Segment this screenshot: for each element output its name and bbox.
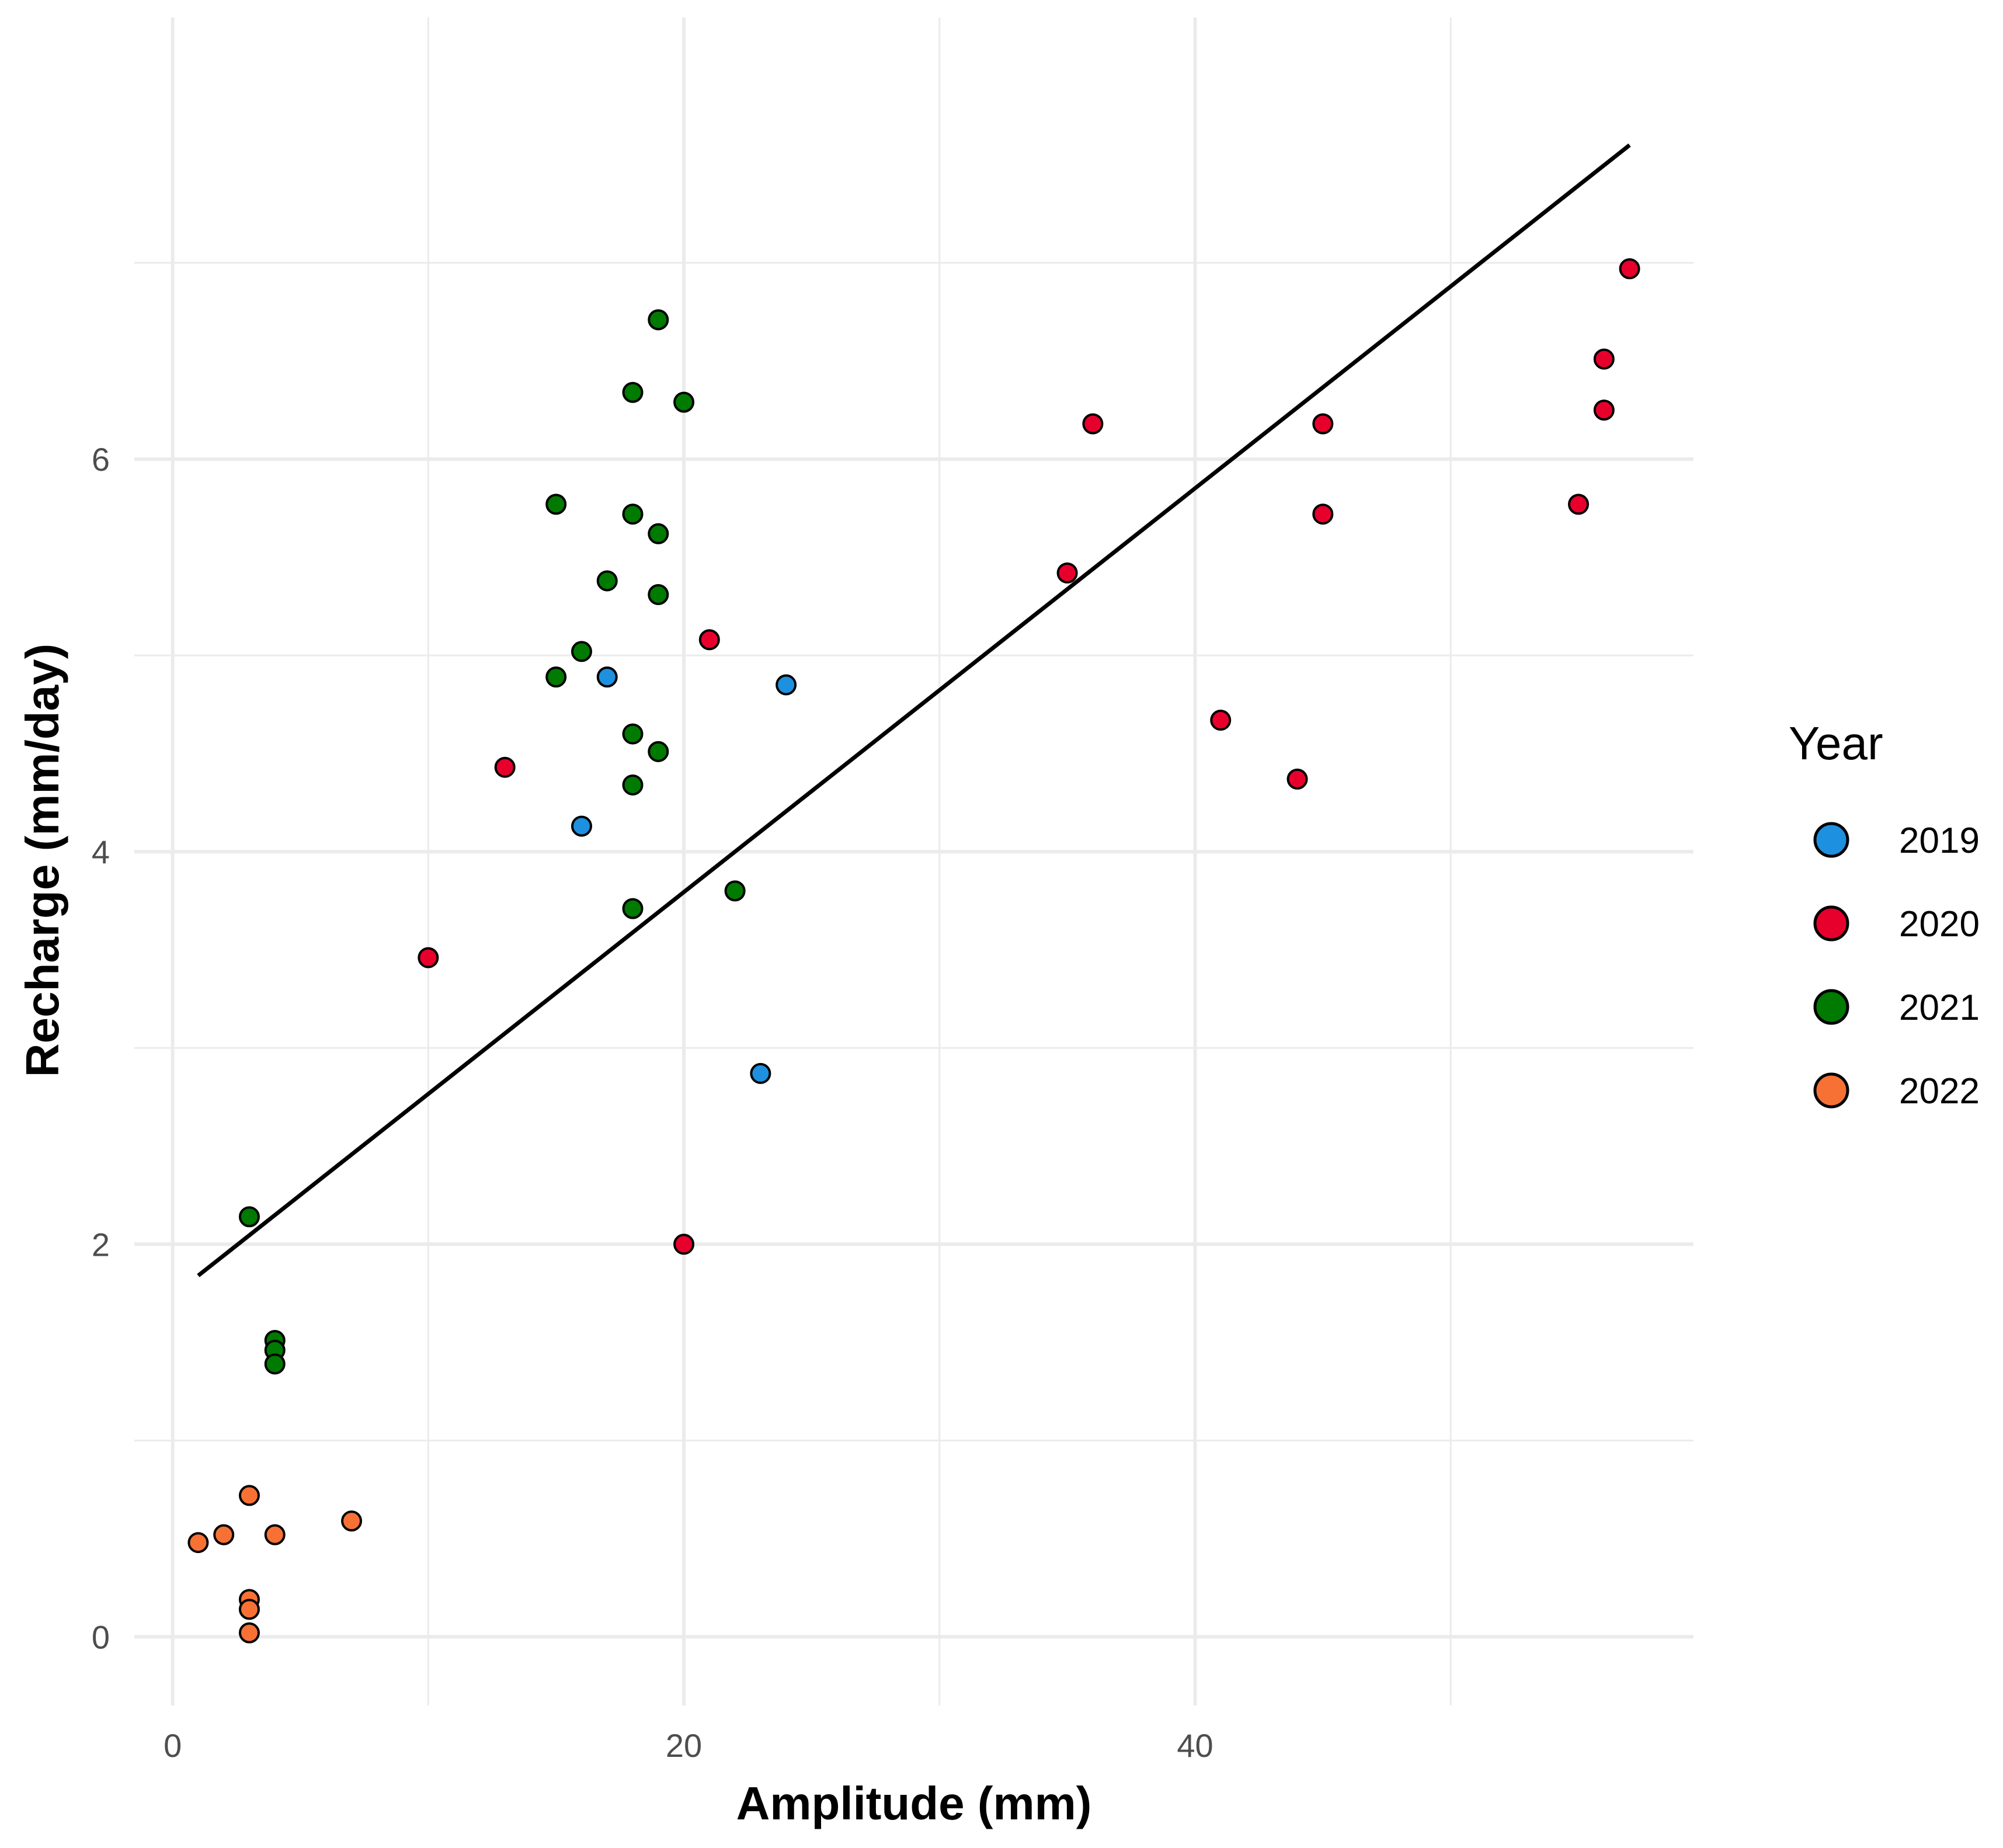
data-point-2020 — [1568, 494, 1590, 515]
data-point-2020 — [1286, 768, 1308, 790]
legend-title: Year — [1789, 717, 1883, 769]
data-point-2020 — [1593, 348, 1615, 370]
y-axis-title: Recharge (mm/day) — [16, 644, 68, 1077]
major-gridlines — [134, 18, 1693, 1705]
data-point-2022 — [238, 1622, 260, 1644]
data-point-2020 — [494, 756, 516, 778]
data-point-2020 — [418, 947, 439, 968]
data-point-2022 — [213, 1524, 235, 1545]
minor-gridlines — [134, 18, 1693, 1705]
x-axis-title: Amplitude (mm) — [736, 1777, 1092, 1829]
data-point-2021 — [673, 391, 695, 413]
x-tick-label: 0 — [164, 1727, 182, 1764]
trendline-layer — [197, 143, 1631, 1277]
y-tick-label: 2 — [92, 1226, 110, 1263]
data-point-2021 — [622, 381, 644, 403]
data-point-2020 — [1082, 413, 1104, 435]
legend-key-2020 — [1813, 905, 1849, 942]
data-point-2021 — [622, 723, 644, 745]
y-tick-labels: 0 2 4 6 — [92, 441, 110, 1655]
points-layer — [187, 258, 1640, 1644]
data-point-2022 — [238, 1599, 260, 1620]
data-point-2022 — [341, 1510, 363, 1532]
data-point-2021 — [545, 666, 567, 688]
data-point-2021 — [724, 880, 746, 902]
legend-label-2019: 2019 — [1899, 821, 1980, 861]
legend-label-2022: 2022 — [1899, 1071, 1980, 1111]
data-point-2020 — [1056, 562, 1078, 584]
data-point-2022 — [264, 1524, 286, 1545]
x-tick-labels: 0 20 40 — [164, 1727, 1213, 1764]
legend-entries: 2019 2020 2021 2022 — [1813, 821, 1980, 1111]
data-point-2021 — [545, 494, 567, 515]
data-point-2021 — [648, 309, 669, 331]
legend-key-2021 — [1813, 989, 1849, 1025]
data-point-2022 — [187, 1532, 209, 1554]
trendline — [197, 143, 1631, 1277]
legend-key-2022 — [1813, 1072, 1849, 1109]
data-point-2021 — [648, 523, 669, 544]
data-point-2021 — [622, 503, 644, 525]
data-point-2019 — [596, 666, 618, 688]
y-tick-label: 4 — [92, 833, 110, 870]
data-point-2020 — [1619, 258, 1640, 280]
data-point-2021 — [648, 583, 669, 605]
data-point-2021 — [648, 741, 669, 762]
data-point-2021 — [596, 570, 618, 592]
legend-key-2019 — [1813, 822, 1849, 858]
data-point-2019 — [750, 1062, 771, 1084]
data-point-2019 — [776, 674, 797, 696]
legend: Year 2019 2020 2021 2022 — [1789, 717, 1980, 1111]
data-point-2020 — [1593, 400, 1615, 421]
y-tick-label: 0 — [92, 1618, 110, 1655]
data-point-2021 — [622, 898, 644, 919]
x-tick-label: 40 — [1177, 1727, 1213, 1764]
data-point-2022 — [238, 1485, 260, 1506]
data-point-2020 — [1312, 503, 1334, 525]
data-point-2020 — [673, 1234, 695, 1255]
data-point-2020 — [698, 629, 720, 651]
data-point-2019 — [571, 815, 592, 837]
data-point-2020 — [1210, 710, 1232, 731]
x-tick-label: 20 — [666, 1727, 702, 1764]
data-point-2020 — [1312, 413, 1334, 435]
data-point-2021 — [622, 774, 644, 796]
legend-label-2021: 2021 — [1899, 988, 1980, 1028]
data-point-2021 — [264, 1353, 286, 1375]
legend-label-2020: 2020 — [1899, 904, 1980, 944]
y-tick-label: 6 — [92, 441, 110, 478]
data-point-2021 — [571, 641, 592, 662]
data-point-2021 — [238, 1206, 260, 1228]
